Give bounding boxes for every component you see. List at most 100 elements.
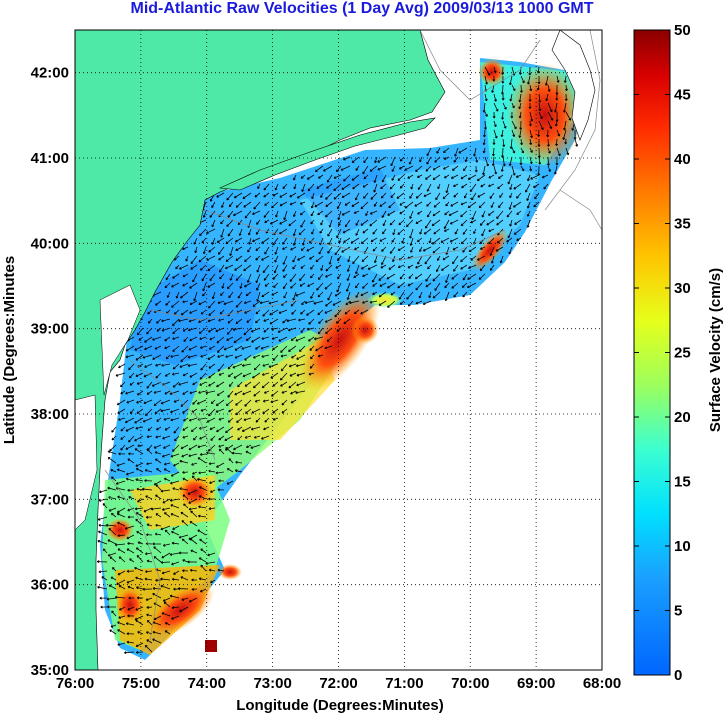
velocity-arrow — [309, 237, 315, 244]
velocity-arrow — [116, 507, 126, 513]
velocity-arrow — [397, 264, 405, 269]
velocity-arrow — [137, 498, 144, 503]
colorbar-label: Surface Velocity (cm/s) — [707, 268, 724, 432]
velocity-arrow — [452, 255, 459, 265]
velocity-arrow — [292, 210, 297, 218]
velocity-arrow — [136, 554, 144, 563]
velocity-arrow — [235, 318, 243, 324]
velocity-arrow — [377, 156, 387, 163]
velocity-arrow — [414, 273, 423, 280]
velocity-arrow — [555, 156, 559, 166]
velocity-arrow — [243, 282, 252, 288]
velocity-arrow — [247, 228, 252, 236]
velocity-arrow — [220, 219, 225, 225]
velocity-arrow — [511, 147, 516, 154]
velocity-arrow — [142, 487, 153, 491]
velocity-arrow — [118, 452, 126, 456]
velocity-arrow — [518, 129, 522, 138]
velocity-arrow — [547, 120, 553, 130]
velocity-arrow — [315, 165, 324, 172]
velocity-arrow — [111, 610, 117, 617]
velocity-arrow — [215, 327, 225, 333]
velocity-arrow — [199, 588, 207, 593]
velocity-arrow — [202, 291, 207, 297]
velocity-arrow — [245, 291, 252, 297]
velocity-arrow — [164, 345, 171, 350]
velocity-arrow — [171, 615, 180, 620]
velocity-arrow — [440, 237, 450, 243]
velocity-arrow — [496, 219, 504, 226]
velocity-arrow — [191, 475, 198, 482]
velocity-arrow — [211, 219, 216, 228]
velocity-arrow — [163, 462, 171, 466]
velocity-arrow — [553, 165, 558, 175]
velocity-arrow — [362, 228, 369, 234]
velocity-arrow — [272, 192, 279, 197]
velocity-arrow — [404, 165, 414, 171]
velocity-arrow — [207, 354, 216, 360]
velocity-arrow — [261, 354, 270, 358]
velocity-arrow — [208, 381, 216, 387]
velocity-arrow — [166, 291, 171, 298]
velocity-arrow — [170, 408, 180, 414]
velocity-arrow — [296, 372, 306, 377]
velocity-arrow — [538, 120, 544, 131]
velocity-arrow — [526, 201, 531, 209]
velocity-arrow — [263, 318, 270, 322]
velocity-arrow — [199, 228, 207, 237]
velocity-arrow — [460, 219, 468, 227]
velocity-arrow — [179, 459, 189, 464]
velocity-arrow — [196, 399, 207, 405]
velocity-arrow — [209, 480, 216, 485]
velocity-arrow — [516, 237, 522, 241]
velocity-arrow — [202, 210, 207, 218]
velocity-arrow — [118, 615, 126, 619]
x-tick-labels: 76:00 75:00 74:00 73:00 72:00 71:00 70:00 69:00… — [56, 675, 621, 692]
velocity-arrow — [154, 451, 162, 455]
velocity-arrow — [144, 577, 153, 581]
velocity-arrow — [432, 273, 441, 282]
velocity-arrow — [419, 246, 423, 252]
velocity-arrow — [509, 219, 513, 227]
velocity-arrow — [378, 300, 387, 306]
colorbar-tick-label: 35 — [674, 216, 691, 233]
velocity-arrow — [211, 237, 216, 245]
velocity-arrow — [323, 165, 333, 172]
velocity-arrow — [218, 318, 225, 322]
velocity-arrow — [414, 201, 423, 207]
velocity-arrow — [527, 75, 531, 85]
velocity-arrow — [153, 390, 162, 394]
velocity-arrow — [143, 507, 153, 513]
velocity-arrow — [533, 201, 540, 208]
velocity-arrow — [372, 282, 378, 287]
velocity-arrow — [271, 390, 279, 397]
velocity-arrow — [111, 567, 117, 572]
velocity-arrow — [182, 246, 189, 251]
velocity-arrow — [354, 192, 360, 201]
velocity-arrow — [460, 201, 468, 206]
velocity-arrow — [134, 417, 144, 424]
velocity-arrow — [473, 147, 477, 157]
bathymetry-contours — [104, 30, 602, 641]
velocity-arrow — [283, 273, 288, 278]
velocity-arrow — [286, 318, 297, 323]
velocity-arrow — [144, 336, 153, 343]
velocity-arrow — [526, 192, 531, 201]
velocity-arrow — [98, 498, 108, 502]
velocity-arrow — [299, 210, 306, 216]
velocity-arrow — [292, 228, 297, 237]
velocity-arrow — [101, 576, 108, 581]
velocity-arrow — [250, 426, 261, 431]
velocity-arrow — [171, 577, 180, 581]
velocity-arrow — [163, 468, 171, 473]
velocity-arrow — [397, 282, 405, 289]
velocity-arrow — [326, 336, 333, 342]
velocity-arrow — [509, 93, 513, 102]
velocity-arrow — [152, 336, 162, 341]
velocity-arrow — [477, 255, 486, 261]
velocity-arrow — [155, 435, 162, 439]
velocity-arrow — [300, 174, 306, 179]
velocity-arrow — [164, 336, 171, 342]
velocity-arrow — [352, 183, 360, 190]
velocity-arrow — [481, 228, 486, 237]
